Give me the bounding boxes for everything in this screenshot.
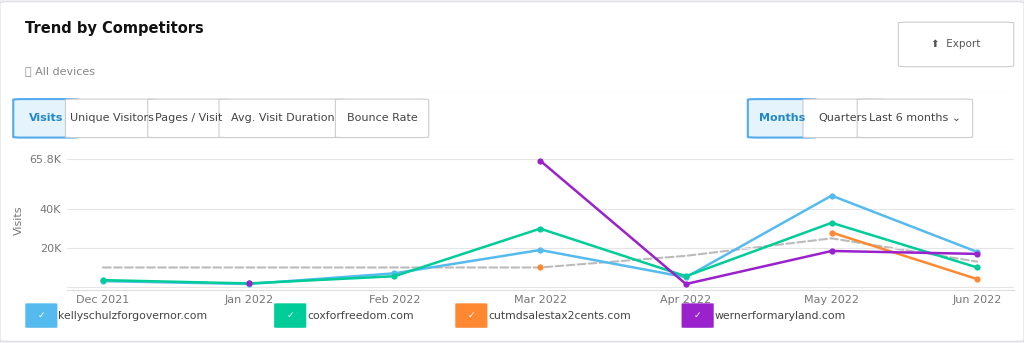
- FancyBboxPatch shape: [682, 303, 714, 328]
- FancyBboxPatch shape: [147, 99, 230, 138]
- FancyBboxPatch shape: [748, 99, 816, 138]
- Text: Visits: Visits: [29, 113, 63, 123]
- Text: Pages / Visit: Pages / Visit: [156, 113, 222, 123]
- Text: ✓: ✓: [38, 311, 45, 320]
- Text: cutmdsalestax2cents.com: cutmdsalestax2cents.com: [488, 310, 631, 321]
- Text: Unique Visitors: Unique Visitors: [71, 113, 154, 123]
- FancyBboxPatch shape: [26, 303, 57, 328]
- FancyBboxPatch shape: [274, 303, 306, 328]
- FancyBboxPatch shape: [857, 99, 973, 138]
- FancyBboxPatch shape: [219, 99, 346, 138]
- Text: ✓: ✓: [694, 311, 701, 320]
- Text: Months: Months: [759, 113, 805, 123]
- Text: kellyschulzforgovernor.com: kellyschulzforgovernor.com: [58, 310, 208, 321]
- Text: Quarters: Quarters: [818, 113, 867, 123]
- FancyBboxPatch shape: [66, 99, 159, 138]
- Y-axis label: Visits: Visits: [13, 205, 24, 235]
- Text: Last 6 months ⌄: Last 6 months ⌄: [868, 113, 961, 123]
- FancyBboxPatch shape: [13, 99, 79, 138]
- Text: ✓: ✓: [468, 311, 475, 320]
- Text: Bounce Rate: Bounce Rate: [347, 113, 418, 123]
- Text: ⬆  Export: ⬆ Export: [931, 39, 980, 49]
- FancyBboxPatch shape: [803, 99, 884, 138]
- Text: Trend by Competitors: Trend by Competitors: [26, 21, 204, 36]
- Text: ✓: ✓: [287, 311, 294, 320]
- FancyBboxPatch shape: [898, 22, 1014, 67]
- FancyBboxPatch shape: [336, 99, 429, 138]
- Text: Avg. Visit Duration: Avg. Visit Duration: [230, 113, 335, 123]
- FancyBboxPatch shape: [456, 303, 487, 328]
- Text: coxforfreedom.com: coxforfreedom.com: [307, 310, 414, 321]
- Text: ⬜ All devices: ⬜ All devices: [26, 66, 95, 76]
- Text: wernerformaryland.com: wernerformaryland.com: [715, 310, 846, 321]
